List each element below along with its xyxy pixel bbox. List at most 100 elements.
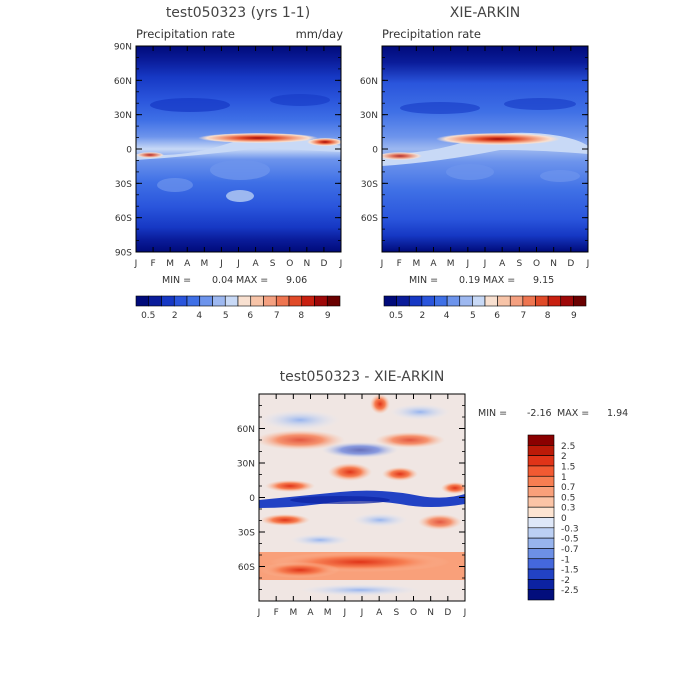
y-tick-label: 90S <box>115 249 132 259</box>
x-tick-label: J <box>134 259 138 269</box>
y-tick-label: 0 <box>372 146 378 156</box>
y-tick-label: 30S <box>115 180 132 190</box>
colorbar-label: 8 <box>298 311 304 321</box>
colorbar-swatch <box>212 295 226 307</box>
x-tick-label: S <box>270 259 276 269</box>
panel-diff-max-label: MAX = <box>557 408 589 419</box>
x-tick-label: O <box>410 608 417 618</box>
y-tick-label: 30S <box>238 529 255 539</box>
panel-obs-field <box>382 46 588 252</box>
colorbar-swatch <box>527 548 555 560</box>
panel-diff-title: test050323 - XIE-ARKIN <box>280 369 445 385</box>
colorbar-swatch <box>509 295 524 307</box>
x-tick-label: F <box>397 259 402 269</box>
x-tick-label: J <box>463 608 467 618</box>
colorbar-swatch <box>527 486 555 498</box>
colorbar-label: 0.5 <box>561 493 575 503</box>
colorbar-swatch <box>527 434 555 446</box>
colorbar-swatch <box>314 295 328 307</box>
y-tick-label: 60S <box>115 214 132 224</box>
x-tick-label: J <box>586 259 590 269</box>
colorbar-swatch <box>148 295 162 307</box>
colorbar-swatch <box>135 295 150 307</box>
colorbar-label: 9 <box>325 311 331 321</box>
colorbar-swatch <box>527 537 555 549</box>
colorbar-swatch <box>288 295 303 307</box>
x-tick-label: A <box>307 608 314 618</box>
x-tick-label: J <box>343 608 347 618</box>
panel-diff-max-value: 1.94 <box>607 408 628 419</box>
x-tick-label: D <box>320 259 327 269</box>
x-tick-label: A <box>184 259 191 269</box>
y-tick-label: 30S <box>361 180 378 190</box>
colorbar-swatch <box>237 295 252 307</box>
panel-obs-min-value: 0.19 <box>459 275 480 286</box>
x-tick-label: J <box>360 608 364 618</box>
x-tick-label: S <box>516 259 522 269</box>
colorbar-swatch <box>275 295 290 307</box>
panel-obs-max-value: 9.15 <box>533 275 554 286</box>
colorbar-label: 6 <box>247 311 253 321</box>
x-tick-label: O <box>286 259 293 269</box>
colorbar-swatch <box>472 295 486 307</box>
panel-diff-min-value: -2.16 <box>527 408 552 419</box>
y-tick-label: 30N <box>114 111 132 121</box>
colorbar-swatch <box>224 295 239 307</box>
colorbar-swatch <box>173 295 188 307</box>
colorbar-swatch <box>421 295 435 307</box>
colorbar-swatch <box>527 558 555 570</box>
colorbar-swatch <box>199 295 213 307</box>
panel-model-units: mm/day <box>296 27 344 41</box>
colorbar-label: 0 <box>561 514 567 524</box>
colorbar-swatch <box>326 295 341 307</box>
colorbar-swatch <box>434 295 448 307</box>
y-tick-label: 60N <box>114 77 132 87</box>
panel-model-min-value: 0.04 <box>212 275 233 286</box>
x-tick-label: N <box>427 608 434 618</box>
x-tick-label: J <box>219 259 223 269</box>
colorbar-swatch <box>446 295 461 307</box>
colorbar-swatch <box>396 295 410 307</box>
x-tick-label: M <box>324 608 332 618</box>
panel-obs-min-label: MIN = <box>409 275 438 286</box>
panel-diff-colorbar: 2.521.510.70.50.30-0.3-0.5-0.7-1-1.5-2-2… <box>527 434 579 601</box>
colorbar-swatch <box>527 517 555 529</box>
x-tick-label: A <box>376 608 383 618</box>
panel-obs-title: XIE-ARKIN <box>450 5 520 21</box>
x-tick-label: D <box>567 259 574 269</box>
colorbar-label: -1.5 <box>561 566 579 576</box>
colorbar-label: 0.5 <box>389 311 403 321</box>
colorbar-label: -0.5 <box>561 535 579 545</box>
colorbar-swatch <box>527 455 555 467</box>
colorbar-label: -0.3 <box>561 524 579 534</box>
x-tick-label: N <box>550 259 557 269</box>
x-tick-label: F <box>150 259 155 269</box>
y-tick-label: 60N <box>360 77 378 87</box>
x-tick-label: J <box>466 259 470 269</box>
x-tick-label: N <box>303 259 310 269</box>
colorbar-swatch <box>459 295 473 307</box>
colorbar-swatch <box>250 295 264 307</box>
x-tick-label: A <box>499 259 506 269</box>
x-tick-label: J <box>483 259 487 269</box>
colorbar-swatch <box>527 465 555 477</box>
x-tick-label: A <box>252 259 259 269</box>
x-tick-label: M <box>289 608 297 618</box>
x-tick-label: S <box>393 608 399 618</box>
colorbar-label: 5 <box>223 311 229 321</box>
colorbar-label: 5 <box>470 311 476 321</box>
panel-model-subtitle: Precipitation rate <box>136 27 235 41</box>
panel-model-min-label: MIN = <box>162 275 191 286</box>
colorbar-label: 2 <box>420 311 426 321</box>
x-tick-label: M <box>200 259 208 269</box>
colorbar-label: 1.5 <box>561 462 575 472</box>
panel-model-field <box>136 46 341 252</box>
x-tick-label: A <box>430 259 437 269</box>
x-tick-label: F <box>274 608 279 618</box>
colorbar-swatch <box>560 295 574 307</box>
y-tick-label: 60S <box>361 214 378 224</box>
colorbar-label: 1 <box>561 473 567 483</box>
